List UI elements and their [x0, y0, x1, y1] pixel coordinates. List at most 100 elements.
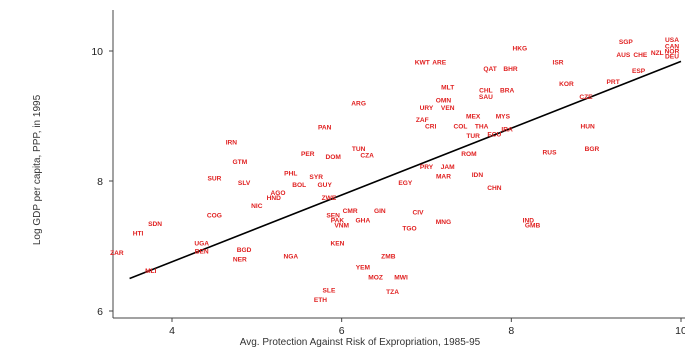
point-label-uga: UGA [194, 240, 209, 247]
point-label-gha: GHA [356, 218, 371, 225]
point-label-gmb: GMB [525, 223, 541, 230]
point-label-tun: TUN [352, 146, 366, 153]
point-label-can: CAN [665, 43, 680, 50]
point-label-ecu: ECU [487, 132, 501, 139]
y-axis-title: Log GDP per capita, PPP, in 1995 [32, 94, 43, 245]
point-label-tur: TUR [466, 133, 480, 140]
point-label-pan: PAN [318, 125, 332, 132]
point-label-mlt: MLT [441, 84, 454, 91]
point-label-sdn: SDN [148, 221, 162, 228]
point-label-mex: MEX [466, 114, 481, 121]
point-label-zar: ZAR [110, 250, 124, 257]
point-label-tgo: TGO [402, 225, 416, 232]
plot-frame [112, 10, 685, 319]
point-label-cze: CZE [579, 94, 593, 101]
x-tick-label: 10 [675, 325, 685, 337]
point-label-zwe: ZWE [322, 195, 337, 202]
point-label-mwi: MWI [394, 275, 408, 282]
point-label-sle: SLE [323, 288, 336, 295]
point-label-omn: OMN [436, 97, 452, 104]
point-label-cza: CZA [360, 153, 374, 160]
point-label-tha: THA [475, 123, 489, 130]
point-label-syr: SYR [309, 174, 323, 181]
point-label-ner: NER [233, 257, 247, 264]
point-label-ben: BEN [195, 249, 209, 256]
point-label-pak: PAK [331, 218, 345, 225]
point-label-eth: ETH [314, 297, 327, 304]
point-label-phl: PHL [284, 171, 297, 178]
point-label-nzl: NZL [651, 50, 664, 57]
point-label-hti: HTI [133, 231, 144, 238]
point-label-bgr: BGR [585, 146, 600, 153]
point-label-nor: NOR [665, 49, 680, 56]
point-label-aus: AUS [616, 52, 631, 59]
point-label-deu: DEU [665, 54, 679, 61]
x-tick-label: 4 [169, 325, 175, 337]
point-label-tza: TZA [386, 289, 399, 296]
point-label-dom: DOM [325, 154, 341, 161]
point-label-chl: CHL [479, 88, 493, 95]
point-label-sur: SUR [207, 175, 221, 182]
point-label-civ: CIV [413, 210, 425, 217]
point-label-qat: QAT [483, 66, 496, 73]
point-label-gtm: GTM [233, 159, 248, 166]
point-label-pry: PRY [420, 164, 434, 171]
point-label-rom: ROM [461, 151, 477, 158]
point-label-ury: URY [420, 105, 434, 112]
point-label-ago: AGO [271, 190, 286, 197]
point-label-che: CHE [633, 52, 648, 59]
point-label-mng: MNG [436, 219, 451, 226]
point-label-idn: IDN [472, 172, 484, 179]
y-tick-label: 8 [97, 176, 103, 188]
point-label-bra: BRA [500, 88, 515, 95]
point-label-nga: NGA [283, 253, 298, 260]
point-label-yem: YEM [356, 264, 371, 271]
point-label-zmb: ZMB [381, 253, 396, 260]
point-label-bol: BOL [292, 182, 306, 189]
point-label-sau: SAU [479, 94, 493, 101]
point-label-jam: JAM [441, 164, 455, 171]
point-label-nic: NIC [251, 203, 263, 210]
axis-ticks: 4 6 8 10 6 8 10 [91, 46, 685, 337]
point-label-ven: VEN [441, 105, 455, 112]
point-label-rus: RUS [543, 149, 558, 156]
point-label-esp: ESP [632, 68, 646, 75]
point-label-guy: GUY [318, 182, 333, 189]
point-label-cmr: CMR [343, 208, 358, 215]
x-tick-label: 8 [508, 325, 514, 337]
point-label-hun: HUN [581, 123, 596, 130]
point-label-per: PER [301, 151, 315, 158]
point-label-egy: EGY [398, 180, 413, 187]
fit-line-group [129, 60, 682, 280]
y-tick-label: 10 [91, 46, 103, 58]
point-label-are: ARE [432, 60, 447, 67]
regression-line [129, 60, 682, 280]
point-label-col: COL [453, 123, 467, 130]
point-label-bgd: BGD [237, 247, 252, 254]
point-label-mli: MLI [145, 268, 157, 275]
point-label-sgp: SGP [619, 39, 634, 46]
x-tick-label: 6 [339, 325, 345, 337]
point-label-usa: USA [665, 37, 679, 44]
point-label-chn: CHN [487, 185, 502, 192]
y-tick-label: 6 [97, 306, 103, 318]
point-label-cog: COG [207, 212, 222, 219]
point-label-irn: IRN [226, 140, 238, 147]
point-label-ind: IND [523, 218, 535, 225]
point-label-arg: ARG [351, 101, 366, 108]
point-label-moz: MOZ [368, 275, 383, 282]
point-label-zaf: ZAF [416, 117, 429, 124]
point-label-prt: PRT [607, 79, 620, 86]
point-label-sen: SEN [326, 212, 340, 219]
point-label-kor: KOR [559, 81, 574, 88]
point-label-hkg: HKG [512, 45, 527, 52]
point-label-slv: SLV [238, 180, 251, 187]
point-label-isr: ISR [552, 60, 563, 67]
point-label-kwt: KWT [415, 60, 430, 67]
point-label-cri: CRI [425, 123, 437, 130]
point-label-mar: MAR [436, 173, 451, 180]
point-label-bhr: BHR [503, 66, 518, 73]
